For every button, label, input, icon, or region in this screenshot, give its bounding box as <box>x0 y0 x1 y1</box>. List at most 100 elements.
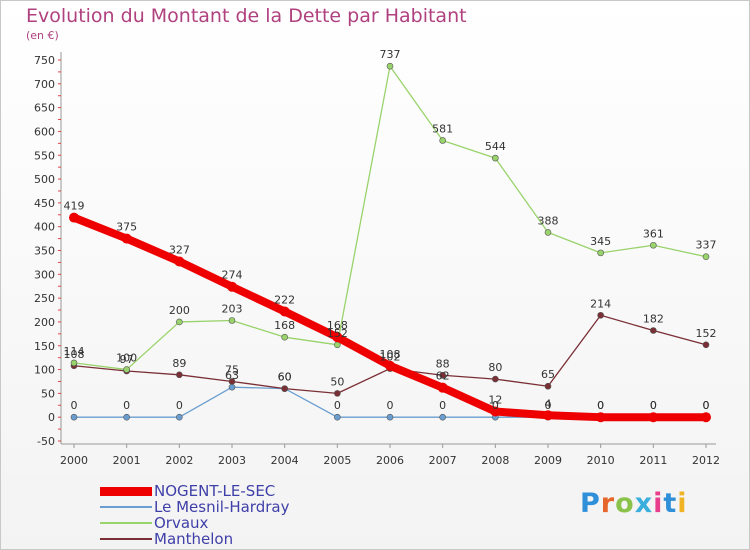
series-point-3 <box>281 385 288 392</box>
y-tick-label: 50 <box>41 387 55 400</box>
chart-subtitle: (en €) <box>26 29 59 42</box>
y-tick-label: 500 <box>34 173 55 186</box>
series-point-1 <box>123 413 130 421</box>
data-label: 203 <box>222 303 243 316</box>
data-label: 182 <box>643 313 664 326</box>
logo-letter: P <box>580 488 601 519</box>
x-tick-label: 2004 <box>271 454 299 467</box>
data-label: 0 <box>492 399 499 412</box>
logo-letter: t <box>663 488 678 519</box>
logo-letter: x <box>634 488 654 519</box>
legend-label: Orvaux <box>154 514 209 532</box>
y-tick-label: 600 <box>34 125 55 138</box>
series-point-2 <box>386 62 394 70</box>
data-label: 0 <box>387 399 394 412</box>
data-label: 108 <box>380 348 401 361</box>
data-label: 361 <box>643 227 664 240</box>
series-point-3 <box>492 375 499 383</box>
data-label: 12 <box>488 393 502 406</box>
proxiti-logo: Proxiti <box>580 488 688 519</box>
series-point-1 <box>334 413 341 421</box>
series-point-2 <box>176 318 183 326</box>
series-point-0 <box>490 406 501 417</box>
data-label: 0 <box>597 399 604 412</box>
data-label: 0 <box>439 399 446 412</box>
y-tick-label: 250 <box>34 292 55 305</box>
series-point-0 <box>121 233 132 244</box>
series-point-1 <box>386 413 394 421</box>
legend-swatch <box>100 538 152 540</box>
data-label: 60 <box>278 371 292 384</box>
data-label: 152 <box>327 327 348 340</box>
x-tick-label: 2007 <box>429 454 457 467</box>
y-tick-label: 650 <box>34 102 55 115</box>
series-point-0 <box>543 410 553 421</box>
logo-letter: i <box>653 488 664 519</box>
data-label: 114 <box>64 345 85 358</box>
series-point-2 <box>281 333 288 341</box>
data-label: 581 <box>432 122 453 135</box>
data-label: 0 <box>334 399 341 412</box>
x-tick-label: 2000 <box>60 454 88 467</box>
y-tick-label: 200 <box>34 316 55 329</box>
data-label: 0 <box>123 399 130 412</box>
x-tick-label: 2010 <box>587 454 615 467</box>
y-tick-label: 300 <box>34 268 55 281</box>
data-label: 62 <box>436 370 450 383</box>
data-label: 388 <box>538 214 559 227</box>
y-tick-label: 350 <box>34 245 55 258</box>
x-tick-label: 2002 <box>165 454 193 467</box>
x-tick-label: 2003 <box>218 454 246 467</box>
data-label: 214 <box>590 297 611 310</box>
y-tick-label: 700 <box>34 78 55 91</box>
data-label: 345 <box>590 235 611 248</box>
legend-swatch <box>100 486 152 496</box>
legend-label: Le Mesnil-Hardray <box>154 498 290 516</box>
series-point-3 <box>650 327 657 334</box>
data-label: 50 <box>330 375 344 388</box>
data-label: 0 <box>545 399 552 412</box>
series-line-2 <box>73 65 707 371</box>
series-point-0 <box>332 332 343 343</box>
x-tick-label: 2006 <box>376 454 404 467</box>
x-tick-label: 2005 <box>323 454 351 467</box>
y-tick-label: 450 <box>34 197 55 210</box>
data-label: 0 <box>703 399 710 412</box>
series-point-0 <box>227 281 237 292</box>
series-point-3 <box>702 341 710 349</box>
data-label: 0 <box>597 399 604 412</box>
data-label: 0 <box>650 399 657 412</box>
x-tick-label: 2008 <box>481 454 509 467</box>
x-tick-label: 2011 <box>639 454 667 467</box>
data-label: 65 <box>541 368 555 381</box>
x-tick-label: 2009 <box>534 454 562 467</box>
y-tick-label: 750 <box>34 54 55 67</box>
series-point-2 <box>544 229 552 236</box>
series-point-2 <box>702 253 710 260</box>
data-label: 737 <box>380 48 401 61</box>
series-point-2 <box>597 249 604 257</box>
data-label: 168 <box>274 319 295 332</box>
series-point-2 <box>492 154 499 162</box>
series-point-1 <box>228 383 236 391</box>
series-point-2 <box>650 241 657 249</box>
series-point-2 <box>228 317 236 324</box>
series-point-2 <box>123 366 130 373</box>
series-point-0 <box>174 256 185 267</box>
data-label: 222 <box>274 293 295 306</box>
data-label: 80 <box>488 361 502 374</box>
y-tick-label: 550 <box>34 149 55 162</box>
data-label: 63 <box>225 369 239 382</box>
data-label: 327 <box>169 243 190 256</box>
legend-label: NOGENT-LE-SEC <box>154 482 276 500</box>
series-point-0 <box>279 306 290 317</box>
data-label: 100 <box>116 352 137 365</box>
logo-letter: r <box>600 488 616 519</box>
data-label: 337 <box>696 239 717 252</box>
data-label: 60 <box>278 371 292 384</box>
y-tick-label: 100 <box>34 364 55 377</box>
y-tick-label: 400 <box>34 221 55 234</box>
legend-label: Manthelon <box>154 530 234 548</box>
